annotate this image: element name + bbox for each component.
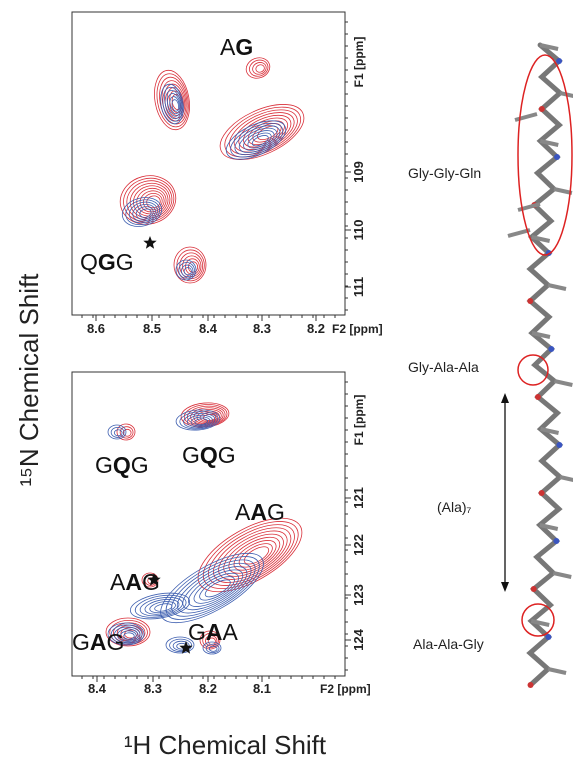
contour [251,61,268,77]
side-chain [548,285,566,289]
label-part: A [250,499,267,525]
atom [539,490,545,496]
molecule [501,45,573,688]
residue-label: (Ala)₇ [437,499,472,515]
label-part: A [110,569,126,595]
label-part: G [267,499,285,525]
side-chain [553,573,571,577]
x-tick-label: 8.5 [143,321,161,336]
x-unit: F2 [ppm] [320,682,371,696]
label-part: Q [113,452,131,478]
label-part: Q [80,249,98,275]
peak-label: AG [220,34,253,60]
side-chain [560,477,573,481]
arrow-head [501,582,509,592]
label-part: G [142,569,160,595]
label-part: A [125,569,142,595]
label-part: G [116,249,134,275]
x-tick-label: 8.1 [253,681,271,696]
highlight [522,604,554,636]
label-part: A [90,629,107,655]
atom [548,346,554,352]
atom [545,634,551,640]
figure: ¹⁵N Chemical Shift ¹H Chemical Shift 8.6… [0,0,573,757]
atom [556,58,562,64]
peak-label: GQG [182,442,236,468]
label-part: G [188,619,206,645]
label-part: A [206,619,223,645]
label-part: G [218,442,236,468]
y-tick-label: 110 [351,220,366,241]
label-part: G [72,629,90,655]
label-part: A [220,34,236,60]
y-tick-label: 109 [351,161,366,183]
residue-label: Gly-Ala-Ala [408,359,479,375]
label-part: G [107,629,125,655]
y-tick-label: 122 [351,534,366,556]
label-part: G [182,442,200,468]
peak-label: AAG [235,499,285,525]
label-part: G [98,249,116,275]
side-chain [515,114,537,120]
atom [554,154,560,160]
x-tick-label: 8.2 [199,681,217,696]
peak-label: QGG [80,249,134,275]
label-part: G [95,452,113,478]
x-tick-label: 8.6 [87,321,105,336]
label-part: A [235,499,251,525]
label-part: A [223,619,239,645]
label-part: Q [200,442,218,468]
contour [123,429,131,436]
contour [114,430,122,436]
peak-label: GQG [95,452,149,478]
atom [531,586,537,592]
atom [553,538,559,544]
side-chain [554,381,572,385]
x-unit: F2 [ppm] [332,322,383,336]
x-tick-label: 8.4 [88,681,107,696]
star [143,236,156,249]
y-tick-label: 121 [351,487,366,509]
atom [528,682,534,688]
atom [535,394,541,400]
y-tick-label: 111 [351,277,366,297]
side-chain [554,189,572,193]
label-part: G [131,452,149,478]
residue-label: Gly-Gly-Gln [408,165,481,181]
atom [556,442,562,448]
x-axis-title: ¹H Chemical Shift [124,730,327,757]
residue-label: Ala-Ala-Gly [413,636,484,652]
y-axis-title: ¹⁵N Chemical Shift [14,273,44,487]
x-tick-label: 8.3 [144,681,162,696]
y-tick-label: 123 [351,584,366,606]
side-chain [548,669,566,673]
y-tick-label: 124 [351,628,366,650]
contour [221,113,292,167]
contour [217,97,308,168]
peak-label: AAG [110,569,160,595]
peak-label: GAG [72,629,124,655]
y-unit: F1 [ppm] [352,37,366,88]
arrow-head [501,393,509,403]
x-tick-label: 8.4 [199,321,218,336]
atom [527,298,533,304]
x-tick-label: 8.2 [307,321,325,336]
label-part: G [235,34,253,60]
x-tick-label: 8.3 [253,321,271,336]
atom [539,106,545,112]
y-unit: F1 [ppm] [352,395,366,446]
contour [212,93,312,171]
peak-label: GAA [188,619,239,645]
